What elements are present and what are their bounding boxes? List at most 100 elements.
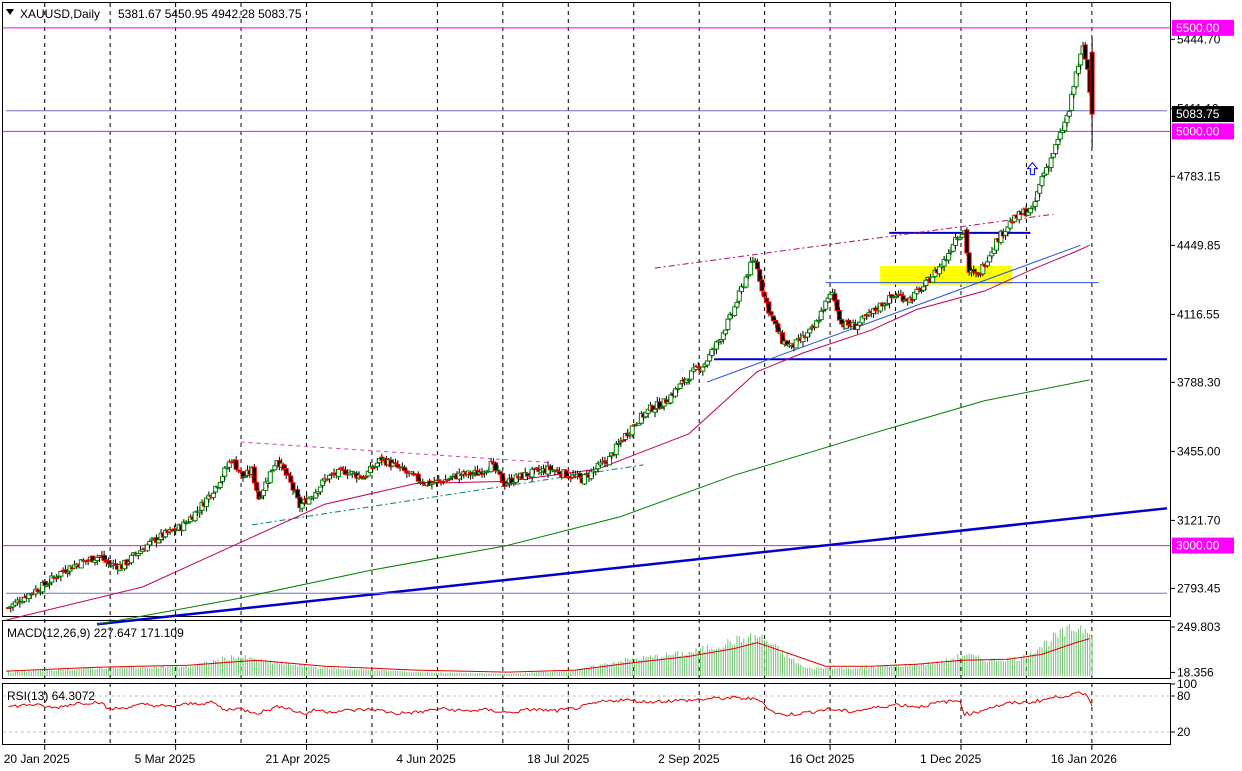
candle-body [1073, 71, 1079, 88]
moving-average-line [97, 379, 1090, 625]
candle-body [420, 481, 426, 485]
price-axis-label: 2793.45 [1177, 581, 1221, 595]
price-axis-label: 4449.85 [1177, 238, 1221, 252]
rsi-axis-label: 100 [1177, 677, 1197, 691]
candle-body [807, 328, 813, 334]
candle-body [267, 471, 273, 484]
candle-body [213, 485, 219, 493]
candle-body [964, 229, 970, 254]
candle-body [620, 439, 626, 442]
candle-body [504, 483, 510, 486]
candle-body [773, 319, 779, 325]
candle-body [1053, 144, 1059, 155]
candle-body [1048, 157, 1054, 168]
candle-body [429, 482, 435, 485]
symbol-menu-icon[interactable] [6, 9, 14, 15]
macd-indicator: 249.803 18.356 [5, 620, 1221, 679]
time-axis-label: 2 Sep 2025 [658, 752, 720, 766]
candle-body [144, 544, 150, 552]
candle-body [800, 335, 806, 343]
candle-body [923, 279, 929, 286]
candle-body [713, 341, 719, 350]
candle-body [65, 571, 71, 575]
rsi-axis-label: 80 [1177, 689, 1191, 703]
trendline [251, 464, 644, 526]
candle-body [820, 309, 826, 312]
candle-body [493, 462, 499, 472]
candle-body [754, 261, 760, 270]
trendline [240, 441, 553, 464]
candle-body [1039, 176, 1045, 187]
candle-body [534, 467, 540, 470]
candle-body [953, 236, 959, 246]
candle-body [1007, 220, 1013, 229]
candle-body [1032, 201, 1038, 207]
candle-body [192, 511, 198, 522]
candle-body [1044, 167, 1050, 175]
candle-body [254, 481, 260, 491]
support-zone [880, 266, 1013, 285]
candle-body [1062, 121, 1068, 132]
level-price-tag [1172, 19, 1234, 36]
price-axis-label: 4116.55 [1177, 307, 1220, 321]
candle-body [210, 492, 216, 499]
candle-body [317, 486, 323, 493]
candle-body [363, 476, 369, 479]
trendlines[interactable] [6, 110, 1168, 626]
candle-body [748, 261, 754, 276]
candle-body [836, 310, 842, 321]
last-price-tag [1172, 106, 1234, 123]
candle-body [816, 320, 822, 323]
candle-body [251, 466, 257, 484]
candle-body [1069, 94, 1075, 111]
candle-body [229, 461, 235, 464]
time-axis-label: 4 Jun 2025 [396, 752, 456, 766]
time-axis-label: 20 Jan 2025 [4, 752, 70, 766]
horizontal-levels[interactable] [3, 27, 1170, 547]
candle-body [700, 366, 706, 372]
trendline [706, 244, 1081, 383]
candle-body [855, 324, 861, 330]
rsi-pane[interactable] [2, 683, 1171, 745]
candle-body [921, 286, 927, 291]
level-price-tag-text: 5000.00 [1176, 124, 1220, 138]
candle-body [823, 300, 829, 310]
candle-body [898, 293, 904, 296]
candle-body [946, 252, 952, 261]
candle-body [973, 271, 979, 274]
candle-body [58, 571, 64, 577]
candle-body [374, 462, 380, 467]
candle-body [53, 577, 59, 580]
candle-body [593, 468, 599, 472]
macd-signal-line [5, 638, 1090, 673]
candle-body [336, 468, 342, 478]
candle-body [659, 406, 665, 409]
candle-body [834, 299, 840, 312]
time-axis-label: 5 Mar 2025 [135, 752, 196, 766]
candle-body [606, 456, 612, 466]
candle-body [338, 467, 344, 470]
price-axis-label: 3788.30 [1177, 375, 1221, 389]
candle-body [286, 473, 292, 476]
rsi-axis-label: 20 [1177, 725, 1191, 739]
candle-body [761, 291, 767, 298]
candle-body [156, 539, 162, 544]
price-pane[interactable] [2, 2, 1171, 617]
price-tags: 5500.00 5000.00 3000.00 5083.75 [1172, 19, 1234, 554]
time-axis-label: 16 Jan 2026 [1051, 752, 1117, 766]
candle-body [732, 306, 738, 316]
candle-body [495, 469, 501, 472]
candle-body [78, 559, 84, 569]
candle-body [447, 477, 453, 480]
vertical-grid [44, 3, 1093, 744]
candle-body [966, 252, 972, 273]
candle-body [197, 510, 203, 514]
candle-body [1028, 207, 1034, 214]
candle-body [547, 465, 553, 471]
candle-body [44, 584, 50, 587]
candle-body [1082, 44, 1088, 60]
candle-body [185, 521, 191, 524]
macd-pane[interactable] [2, 620, 1171, 679]
